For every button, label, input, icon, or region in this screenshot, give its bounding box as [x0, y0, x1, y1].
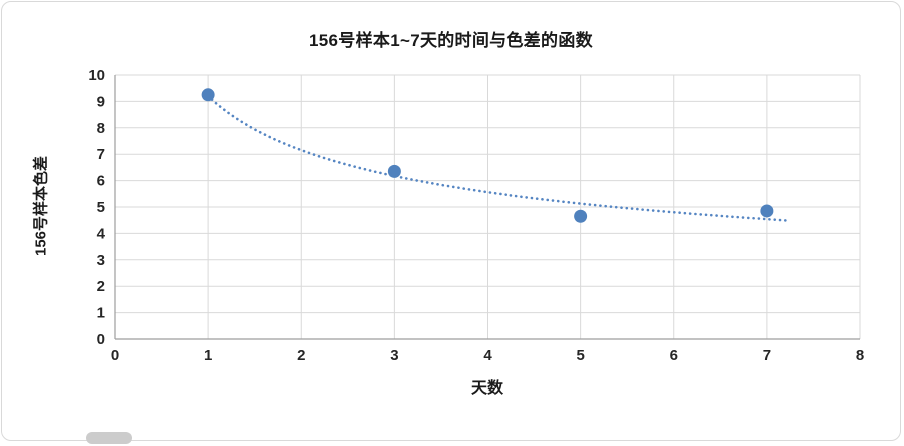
x-tick-label: 4 [483, 347, 492, 364]
x-tick-label: 1 [204, 347, 212, 364]
y-tick-label: 2 [97, 278, 105, 295]
y-tick-label: 9 [97, 93, 105, 110]
y-tick-label: 5 [97, 199, 105, 216]
y-tick-label: 8 [97, 120, 105, 137]
y-tick-label: 1 [97, 305, 105, 322]
y-axis-title: 156号样本色差 [32, 155, 50, 257]
x-tick-label: 8 [856, 347, 864, 364]
x-tick-label: 2 [297, 347, 305, 364]
data-point[interactable] [387, 164, 401, 178]
x-tick-label: 0 [111, 347, 119, 364]
trendline[interactable] [206, 94, 787, 222]
partial-ui-fragment [86, 432, 132, 444]
x-tick-label: 6 [670, 347, 678, 364]
data-point[interactable] [201, 88, 215, 102]
y-tick-label: 10 [88, 67, 105, 84]
y-tick-label: 7 [97, 146, 105, 163]
x-axis-title: 天数 [470, 380, 504, 397]
x-tick-label: 5 [576, 347, 584, 364]
y-tick-label: 3 [97, 252, 105, 269]
data-point[interactable] [760, 204, 774, 218]
x-tick-label: 3 [390, 347, 398, 364]
data-point[interactable] [574, 209, 588, 223]
x-tick-label: 7 [763, 347, 771, 364]
y-tick-label: 6 [97, 173, 105, 190]
y-tick-label: 4 [97, 225, 106, 242]
chart-title: 156号样本1~7天的时间与色差的函数 [309, 31, 593, 50]
y-tick-label: 0 [97, 331, 105, 348]
